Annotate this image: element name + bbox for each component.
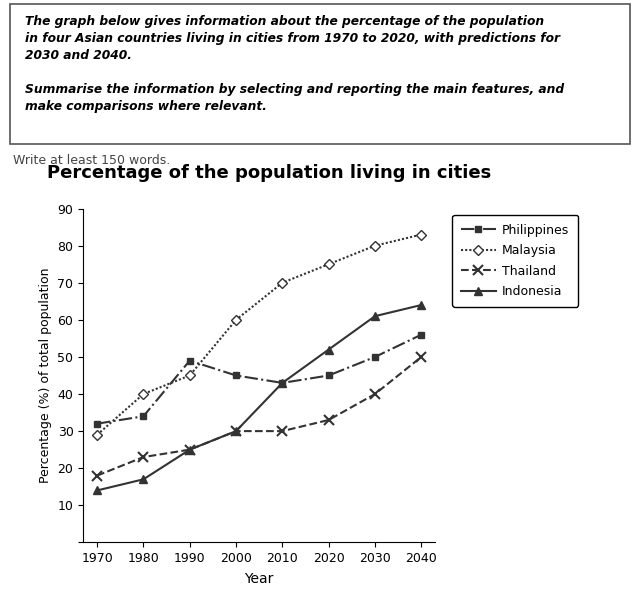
Indonesia [325,346,333,353]
Philippines [417,331,425,339]
Line: Philippines: Philippines [93,331,425,427]
Malaysia [93,432,101,439]
Line: Indonesia: Indonesia [93,301,426,495]
Malaysia [232,316,240,324]
Thailand [93,472,101,479]
Thailand [371,390,379,398]
Indonesia [278,379,286,386]
X-axis label: Year: Year [244,572,274,586]
Malaysia [186,372,193,379]
Philippines [371,353,379,361]
FancyBboxPatch shape [10,4,630,144]
Malaysia [417,231,425,238]
Thailand [186,446,193,453]
Text: Percentage of the population living in cities: Percentage of the population living in c… [47,164,491,182]
Philippines [278,379,286,386]
Malaysia [325,260,333,268]
Text: Write at least 150 words.: Write at least 150 words. [13,154,170,167]
Indonesia [140,476,147,483]
Line: Malaysia: Malaysia [93,231,425,438]
Philippines [325,372,333,379]
Thailand [325,417,333,424]
Line: Thailand: Thailand [92,352,426,480]
Malaysia [140,390,147,398]
Malaysia [278,279,286,286]
Malaysia [371,242,379,249]
Indonesia [186,446,193,453]
Thailand [232,427,240,434]
Thailand [278,427,286,434]
Thailand [417,353,425,361]
Y-axis label: Percentage (%) of total population: Percentage (%) of total population [39,268,52,483]
Legend: Philippines, Malaysia, Thailand, Indonesia: Philippines, Malaysia, Thailand, Indones… [452,215,578,307]
Philippines [140,412,147,420]
Thailand [140,454,147,461]
Indonesia [93,487,101,494]
Indonesia [371,312,379,319]
Text: The graph below gives information about the percentage of the population
in four: The graph below gives information about … [25,15,564,113]
Indonesia [232,427,240,434]
Indonesia [417,302,425,309]
Philippines [186,357,193,364]
Philippines [232,372,240,379]
Philippines [93,420,101,427]
